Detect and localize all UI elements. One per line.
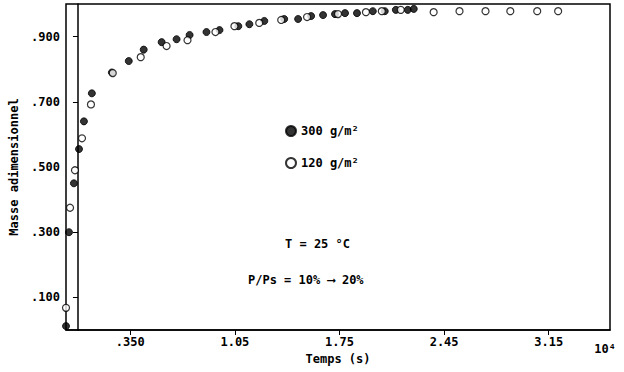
- svg-text:1.75: 1.75: [325, 335, 354, 349]
- svg-text:120 g/m²: 120 g/m²: [301, 156, 359, 170]
- svg-text:.100: .100: [31, 290, 60, 304]
- svg-text:10⁴: 10⁴: [594, 342, 616, 356]
- svg-text:3.15: 3.15: [534, 335, 563, 349]
- svg-text:2.45: 2.45: [430, 335, 459, 349]
- svg-text:300 g/m²: 300 g/m²: [301, 124, 359, 138]
- svg-text:.700: .700: [31, 95, 60, 109]
- svg-text:1.05: 1.05: [220, 335, 249, 349]
- svg-text:Temps (s): Temps (s): [305, 352, 370, 366]
- svg-text:Masse adimensionnel: Masse adimensionnel: [7, 98, 21, 235]
- svg-text:.350: .350: [116, 335, 145, 349]
- svg-text:.300: .300: [31, 225, 60, 239]
- svg-text:.500: .500: [31, 160, 60, 174]
- svg-text:P/Ps = 10% ⟶ 20%: P/Ps = 10% ⟶ 20%: [248, 273, 364, 287]
- svg-text:.900: .900: [31, 30, 60, 44]
- svg-text:T = 25 °C: T = 25 °C: [285, 237, 350, 251]
